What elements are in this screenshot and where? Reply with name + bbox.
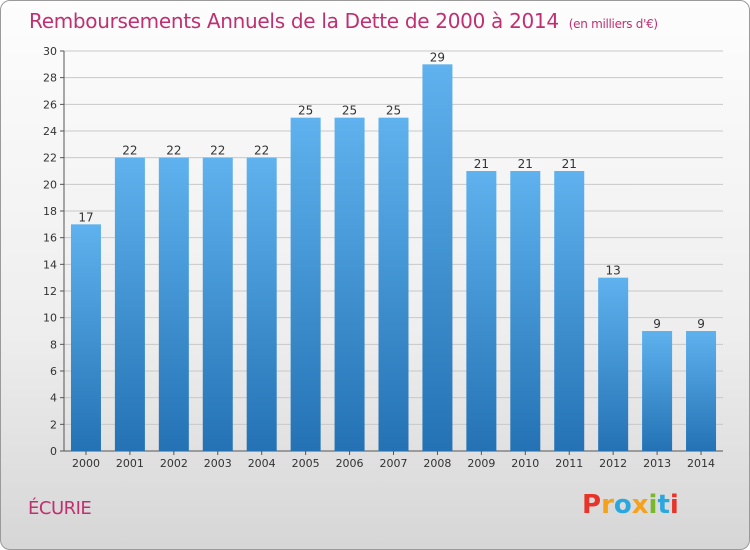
commune-name: ÉCURIE <box>28 498 92 519</box>
data-label: 21 <box>474 157 489 171</box>
data-label: 21 <box>518 157 533 171</box>
y-tick-label: 0 <box>50 445 57 458</box>
bar-2014 <box>686 331 717 451</box>
y-tick-label: 4 <box>50 392 57 405</box>
y-tick-label: 24 <box>43 125 57 138</box>
y-tick-label: 2 <box>50 418 57 431</box>
bar-2006 <box>334 117 365 452</box>
title-text: Remboursements Annuels de la Dette de 20… <box>29 9 559 33</box>
x-tick-label: 2003 <box>204 457 232 470</box>
data-label: 21 <box>562 157 577 171</box>
x-tick-label: 2002 <box>160 457 188 470</box>
x-tick-label: 2008 <box>423 457 451 470</box>
y-tick-label: 20 <box>43 178 57 191</box>
data-label: 22 <box>122 144 137 158</box>
data-label: 13 <box>606 264 621 278</box>
y-tick-label: 8 <box>50 338 57 351</box>
data-label: 25 <box>386 104 401 118</box>
bar-2008 <box>422 64 453 452</box>
logo-letter: P <box>582 490 602 520</box>
logo-letter: i <box>669 490 679 520</box>
bar-2001 <box>114 157 145 451</box>
logo-letter: o <box>613 490 632 520</box>
bar-2012 <box>598 277 629 451</box>
x-tick-label: 2004 <box>248 457 276 470</box>
x-tick-label: 2000 <box>72 457 100 470</box>
data-label: 9 <box>653 317 661 331</box>
x-tick-label: 2001 <box>116 457 144 470</box>
bar-2004 <box>246 157 277 451</box>
bar-2011 <box>554 171 585 451</box>
y-tick-label: 10 <box>43 312 57 325</box>
y-tick-label: 30 <box>43 45 57 58</box>
data-label: 22 <box>166 144 181 158</box>
x-tick-label: 2010 <box>511 457 539 470</box>
x-tick-label: 2005 <box>292 457 320 470</box>
logo-letter: t <box>657 490 670 520</box>
proxiti-logo: Proxiti <box>582 490 679 520</box>
data-label: 25 <box>298 104 313 118</box>
data-label: 9 <box>697 317 705 331</box>
chart-title: Remboursements Annuels de la Dette de 20… <box>29 9 658 33</box>
x-tick-label: 2012 <box>599 457 627 470</box>
logo-letter: x <box>631 490 649 520</box>
bar-2013 <box>642 331 673 451</box>
y-tick-label: 28 <box>43 72 57 85</box>
bar-2000 <box>70 224 101 451</box>
bar-2009 <box>466 171 497 451</box>
unit-label: (en milliers d'€) <box>568 17 658 31</box>
y-tick-label: 14 <box>43 258 57 271</box>
bar-2003 <box>202 157 233 451</box>
x-tick-labels: 2000 2001 2002 2003 2004 2005 2006 2007 2008 2009… <box>72 457 715 470</box>
y-tick-label: 6 <box>50 365 57 378</box>
bar-2010 <box>510 171 541 451</box>
x-tick-label: 2011 <box>555 457 583 470</box>
bar-2002 <box>158 157 189 451</box>
y-tick-label: 22 <box>43 152 57 165</box>
y-tick-label: 12 <box>43 285 57 298</box>
x-tick-label: 2009 <box>467 457 495 470</box>
data-label: 22 <box>210 144 225 158</box>
bar-2007 <box>378 117 409 452</box>
logo-letter: r <box>601 490 614 520</box>
y-tick-label: 16 <box>43 232 57 245</box>
x-tick-label: 2014 <box>687 457 715 470</box>
data-label: 25 <box>342 104 357 118</box>
data-label: 17 <box>78 210 93 224</box>
x-tick-label: 2006 <box>336 457 364 470</box>
x-tick-label: 2013 <box>643 457 671 470</box>
x-tick-label: 2007 <box>380 457 408 470</box>
data-label: 29 <box>430 50 445 64</box>
data-label: 22 <box>254 144 269 158</box>
data-labels: 17 22 22 22 22 25 25 25 29 21 21 21 13 9 9 <box>78 50 705 331</box>
y-tick-label: 26 <box>43 98 57 111</box>
y-tick-label: 18 <box>43 205 57 218</box>
bar-2005 <box>290 117 321 452</box>
bars <box>70 64 717 452</box>
logo-letter: i <box>648 490 658 520</box>
